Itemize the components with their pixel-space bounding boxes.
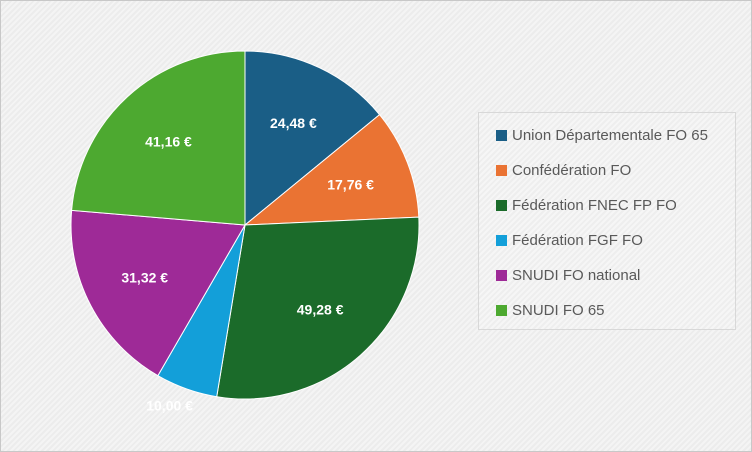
data-label-4: 31,32 € [121,269,168,285]
legend-item: Confédération FO [496,162,631,179]
pie-slice-2 [216,216,420,400]
legend-label: Union Départementale FO 65 [512,127,708,144]
legend-swatch [496,165,507,176]
legend-label: Fédération FGF FO [512,232,643,249]
legend-swatch [496,270,507,281]
legend-item: Fédération FNEC FP FO [496,197,677,214]
pie-slice-1 [243,113,420,226]
legend-swatch [496,305,507,316]
legend-swatch [496,235,507,246]
legend-label: SNUDI FO 65 [512,302,605,319]
data-label-0: 24,48 € [270,115,317,131]
legend-swatch [496,200,507,211]
legend-label: Fédération FNEC FP FO [512,197,677,214]
legend-item: SNUDI FO 65 [496,302,605,319]
data-label-3: 10,00 € [146,398,193,414]
data-label-2: 49,28 € [297,302,344,318]
legend-item: SNUDI FO national [496,267,640,284]
data-label-5: 41,16 € [145,134,192,150]
legend-label: SNUDI FO national [512,267,641,284]
legend-item: Fédération FGF FO [496,232,643,249]
legend-swatch [496,130,507,141]
legend-label: Confédération FO [512,162,632,179]
pie-slice-0 [244,50,381,227]
pie-slice-5 [71,50,246,226]
legend: Union Départementale FO 65 Confédération … [478,112,736,330]
pie-slice-4 [70,209,246,377]
data-label-1: 17,76 € [327,177,374,193]
legend-item: Union Départementale FO 65 [496,127,708,144]
